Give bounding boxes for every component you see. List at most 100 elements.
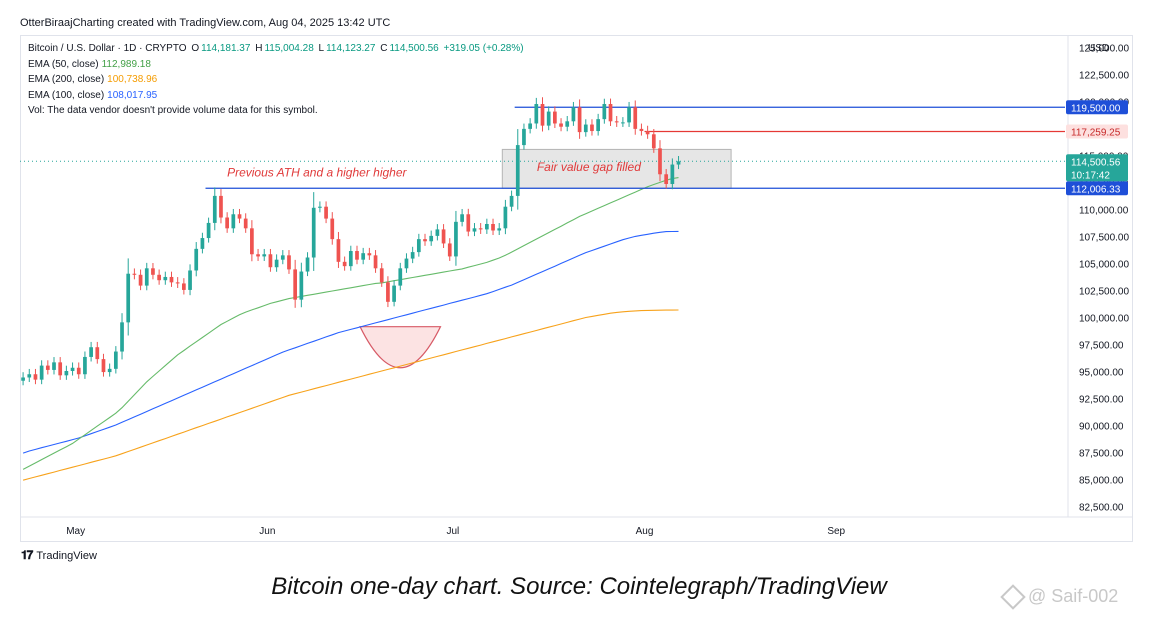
candle-body[interactable] <box>404 258 409 269</box>
legend-ema50-row[interactable]: EMA (50, close) 112,989.18 <box>28 57 526 73</box>
candle-body[interactable] <box>509 195 514 207</box>
candle-body[interactable] <box>596 119 601 132</box>
candle-body[interactable] <box>633 107 638 129</box>
candle-body[interactable] <box>355 251 359 260</box>
candle-body[interactable] <box>280 255 285 260</box>
candle-body[interactable] <box>194 248 199 271</box>
candle-body[interactable] <box>107 368 112 373</box>
candle-body[interactable] <box>497 228 502 231</box>
candle-body[interactable] <box>113 351 118 369</box>
candle-body[interactable] <box>225 217 229 229</box>
candle-body[interactable] <box>342 261 347 267</box>
legend-ema200-row[interactable]: EMA (200, close) 100,738.96 <box>28 72 526 88</box>
candle-body[interactable] <box>478 228 483 230</box>
candle-body[interactable] <box>151 268 155 275</box>
candle-body[interactable] <box>361 253 366 260</box>
candle-body[interactable] <box>676 161 681 165</box>
legend-ema100-row[interactable]: EMA (100, close) 108,017.95 <box>28 88 526 104</box>
candle-body[interactable] <box>602 104 607 120</box>
candle-body[interactable] <box>318 206 322 208</box>
candle-body[interactable] <box>386 282 390 302</box>
candle-body[interactable] <box>583 124 588 133</box>
candle-body[interactable] <box>126 273 131 323</box>
candle-body[interactable] <box>460 214 464 222</box>
candle-body[interactable] <box>237 214 242 219</box>
price-chart[interactable]: Previous ATH and a higher higher Fair val… <box>20 35 1133 542</box>
candle-body[interactable] <box>120 322 124 352</box>
cup-pattern-shape[interactable] <box>359 326 442 369</box>
candle-body[interactable] <box>571 107 576 122</box>
candle-body[interactable] <box>243 218 248 229</box>
candle-body[interactable] <box>658 148 662 175</box>
candle-body[interactable] <box>528 123 532 129</box>
candle-body[interactable] <box>515 145 520 196</box>
candle-body[interactable] <box>299 271 304 300</box>
candle-body[interactable] <box>95 347 100 360</box>
candle-body[interactable] <box>553 111 557 124</box>
candle-body[interactable] <box>250 228 254 255</box>
candle-body[interactable] <box>410 252 415 259</box>
candle-body[interactable] <box>373 255 378 269</box>
candle-body[interactable] <box>138 274 143 286</box>
candle-body[interactable] <box>52 362 56 370</box>
candle-body[interactable] <box>398 268 403 286</box>
candle-body[interactable] <box>33 374 38 380</box>
candle-body[interactable] <box>336 239 341 262</box>
candle-body[interactable] <box>546 111 551 126</box>
candle-body[interactable] <box>324 206 328 219</box>
candle-body[interactable] <box>367 253 372 256</box>
candle-body[interactable] <box>435 229 440 236</box>
candle-body[interactable] <box>58 362 63 376</box>
candle-body[interactable] <box>175 282 180 284</box>
candle-body[interactable] <box>423 239 427 242</box>
candle-body[interactable] <box>305 257 310 272</box>
candle-body[interactable] <box>608 104 613 122</box>
candle-body[interactable] <box>491 223 495 231</box>
candle-body[interactable] <box>639 128 644 132</box>
candle-body[interactable] <box>64 370 69 376</box>
candle-body[interactable] <box>429 235 434 242</box>
candle-body[interactable] <box>330 218 335 240</box>
candle-body[interactable] <box>441 229 446 244</box>
candle-body[interactable] <box>274 259 279 268</box>
candle-body[interactable] <box>454 221 458 257</box>
ema50-line[interactable] <box>22 177 679 470</box>
candle-body[interactable] <box>21 377 25 381</box>
candle-body[interactable] <box>231 214 236 229</box>
candle-body[interactable] <box>206 222 211 239</box>
candle-body[interactable] <box>379 268 384 283</box>
candle-body[interactable] <box>651 134 656 149</box>
candle-body[interactable] <box>466 214 471 232</box>
candle-body[interactable] <box>101 359 106 373</box>
candle-body[interactable] <box>169 276 174 283</box>
candle-body[interactable] <box>219 195 223 218</box>
candle-body[interactable] <box>559 123 563 127</box>
candle-body[interactable] <box>447 243 452 257</box>
candle-body[interactable] <box>83 356 87 375</box>
candle-body[interactable] <box>577 107 582 133</box>
candle-body[interactable] <box>614 121 619 123</box>
candle-body[interactable] <box>132 273 137 275</box>
candle-body[interactable] <box>182 283 186 290</box>
candle-body[interactable] <box>70 367 75 371</box>
ema100-line[interactable] <box>22 230 679 454</box>
tradingview-logo[interactable]: 𝟏𝟕 TradingView <box>21 548 97 563</box>
candle-body[interactable] <box>212 195 217 223</box>
candle-body[interactable] <box>27 374 32 378</box>
candle-body[interactable] <box>89 347 93 357</box>
candle-body[interactable] <box>472 228 477 232</box>
candle-body[interactable] <box>484 223 489 230</box>
candle-body[interactable] <box>163 276 168 281</box>
candle-body[interactable] <box>157 274 161 281</box>
candle-body[interactable] <box>287 255 291 270</box>
candle-body[interactable] <box>348 251 353 267</box>
candle-body[interactable] <box>503 206 508 229</box>
candle-body[interactable] <box>664 174 669 185</box>
candle-body[interactable] <box>45 365 50 370</box>
candle-body[interactable] <box>565 121 570 127</box>
candle-body[interactable] <box>311 207 316 258</box>
candle-body[interactable] <box>39 365 44 380</box>
candle-body[interactable] <box>416 239 421 253</box>
candle-body[interactable] <box>645 131 650 135</box>
candle-body[interactable] <box>540 104 545 126</box>
